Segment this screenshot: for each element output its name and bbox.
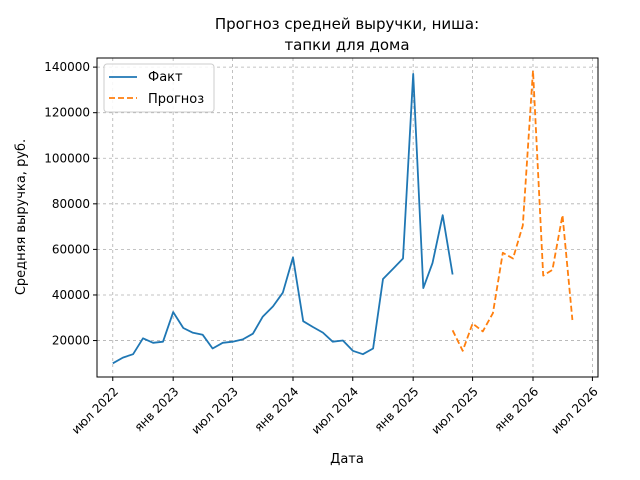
y-tick-label: 80000 xyxy=(52,197,90,211)
legend: Факт Прогноз xyxy=(103,63,215,113)
series-line-forecast xyxy=(451,69,574,352)
series-layer xyxy=(112,69,574,365)
plot-area-frame xyxy=(96,57,599,378)
chart-title-line-2: тапки для дома xyxy=(284,36,409,54)
chart-title-line-1: Прогноз средней выручки, ниша: xyxy=(215,15,479,33)
legend-label-forecast: Прогноз xyxy=(148,92,204,107)
y-tick-label: 60000 xyxy=(52,242,90,256)
grid xyxy=(97,58,598,377)
legend-label-fact: Факт xyxy=(148,70,183,85)
legend-box xyxy=(103,63,215,113)
y-tick-label: 100000 xyxy=(44,151,90,165)
y-tick-label: 40000 xyxy=(52,288,90,302)
y-axis-label: Средняя выручка, руб. xyxy=(14,139,29,295)
y-tick-label: 20000 xyxy=(52,334,90,348)
series-line-fact xyxy=(112,73,454,365)
y-tick-label: 140000 xyxy=(44,60,90,74)
y-tick-label: 120000 xyxy=(44,106,90,120)
x-axis-label: Дата xyxy=(330,452,364,467)
